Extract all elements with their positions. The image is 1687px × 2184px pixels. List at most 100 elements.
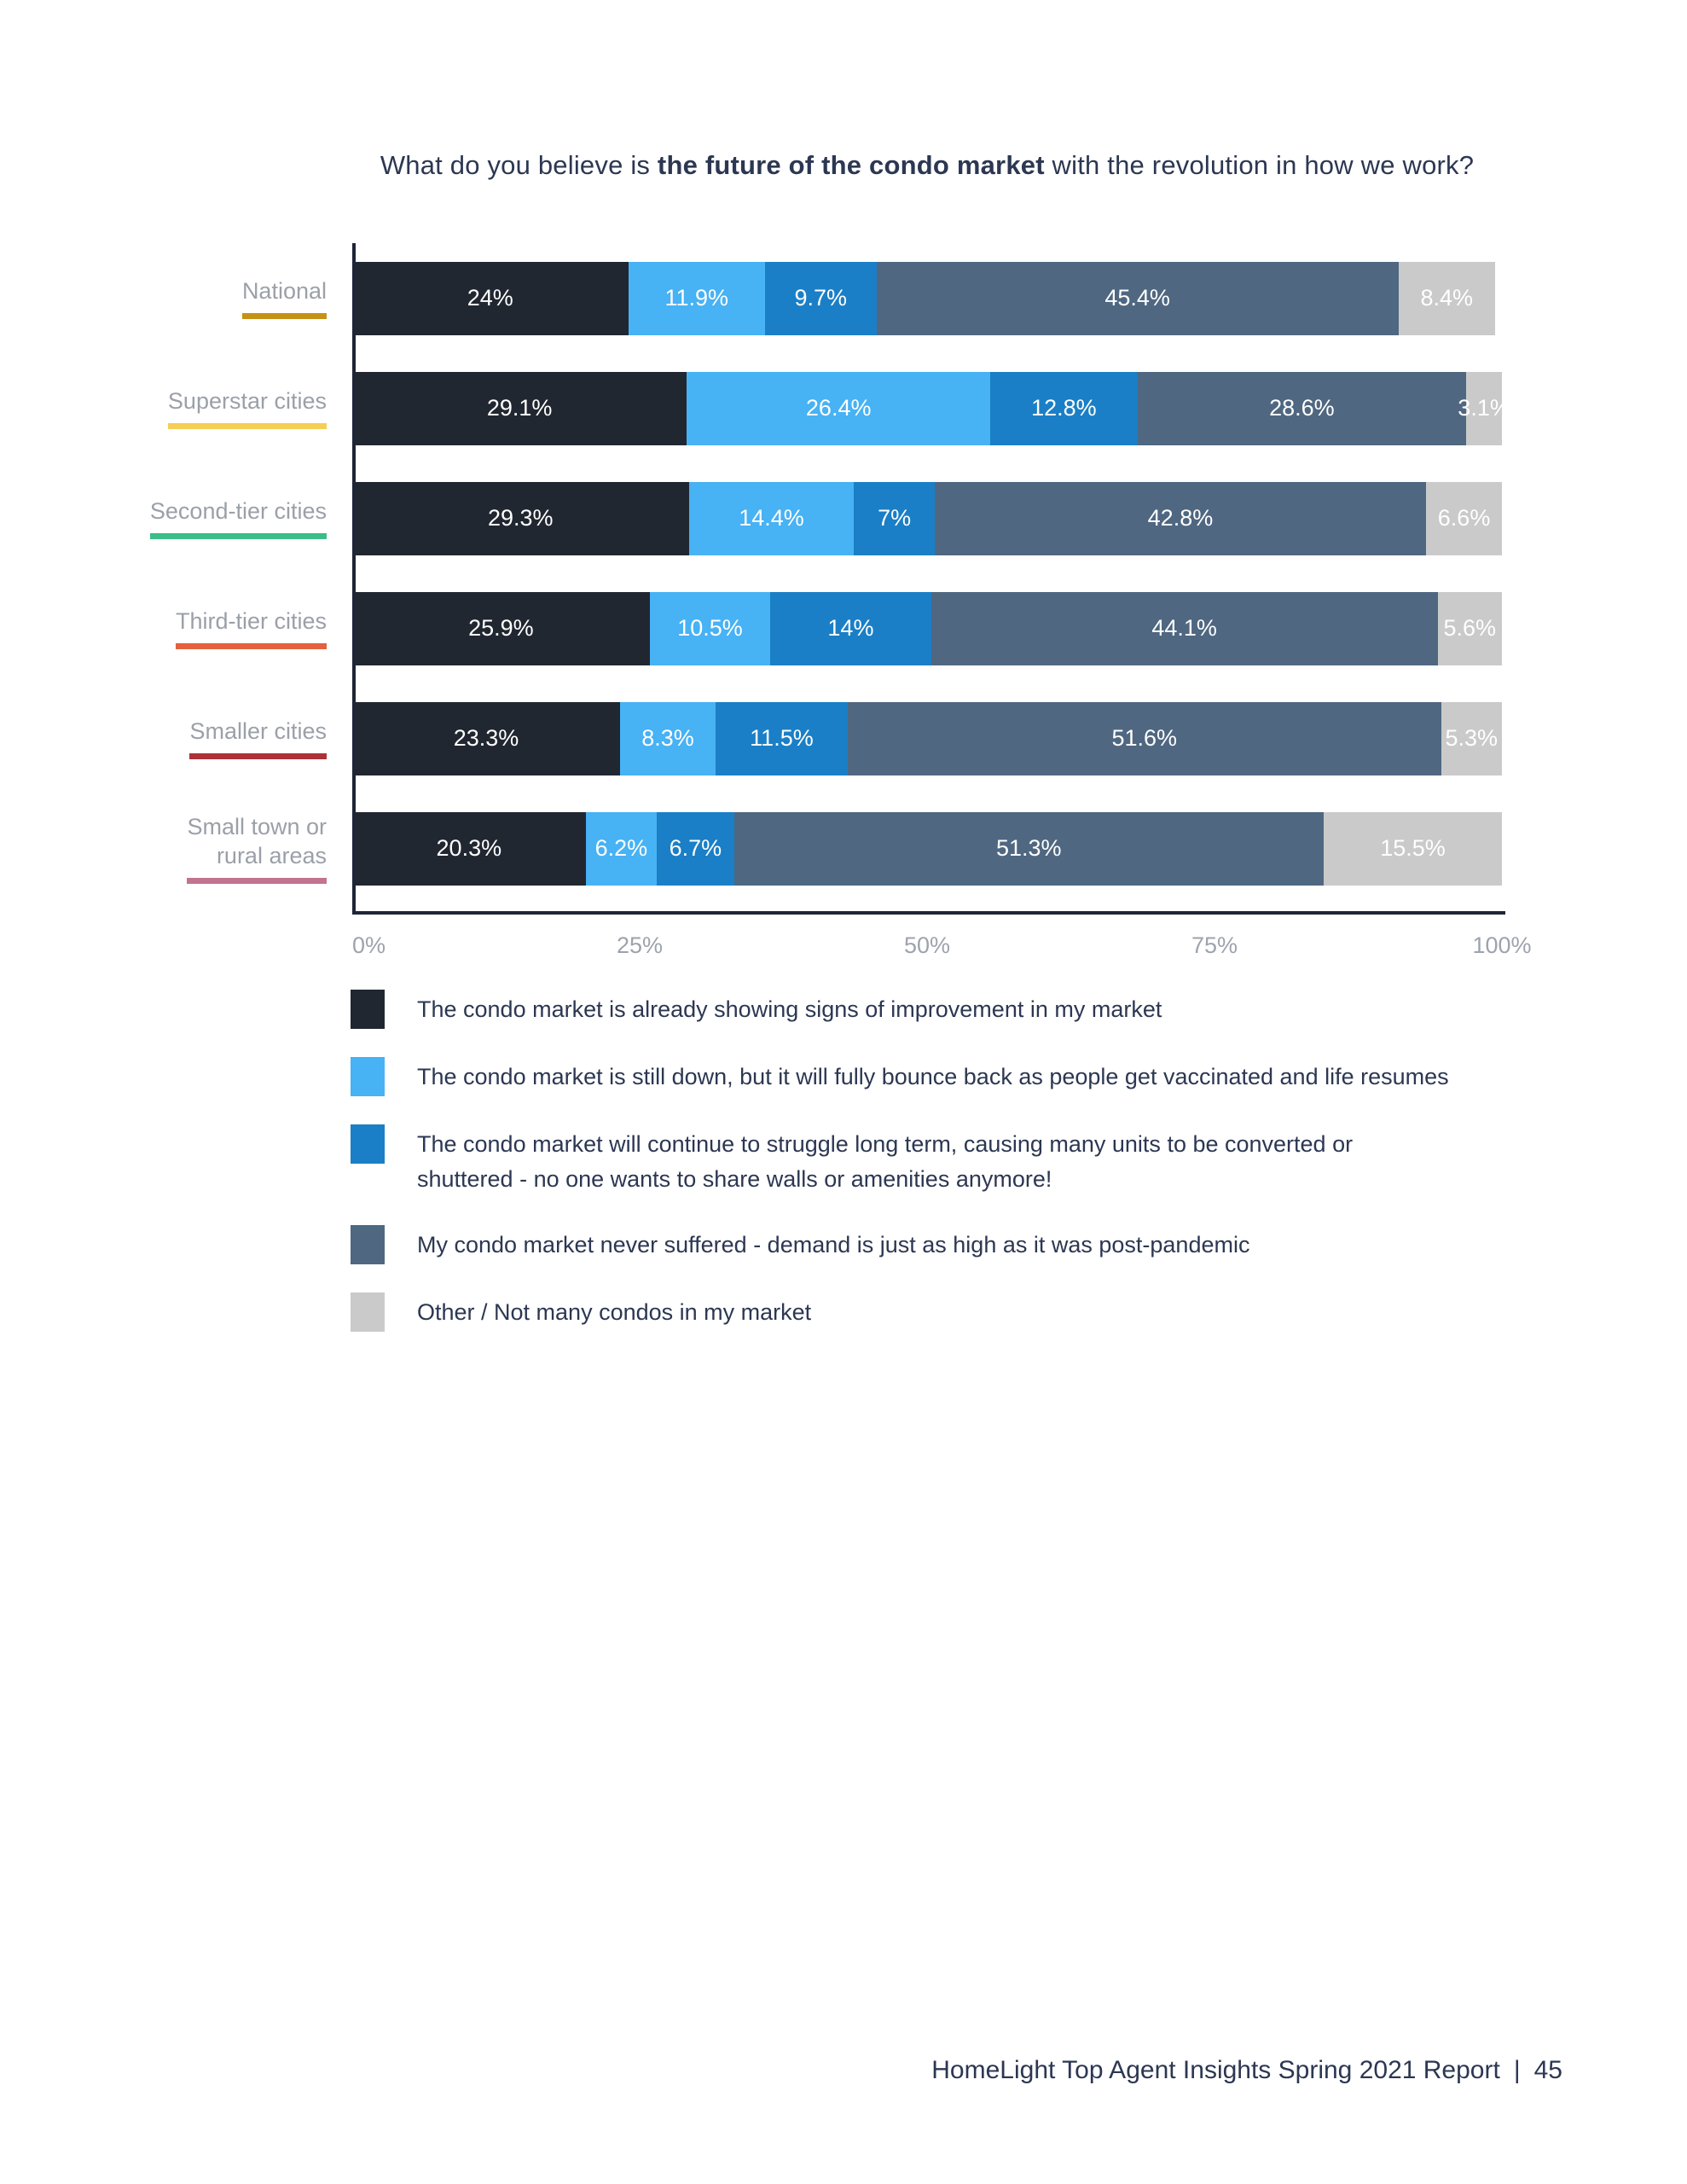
bar-segment: 6.6% xyxy=(1426,481,1502,555)
bar-segment-value: 45.4% xyxy=(1104,285,1170,311)
bar-segment-value: 26.4% xyxy=(805,395,872,421)
legend-label: The condo market is already showing sign… xyxy=(417,996,1162,1022)
bar-segment: 24% xyxy=(352,261,629,335)
bar-segment: 29.1% xyxy=(352,371,687,445)
chart-row: Second-tier cities 29.3% 14.4% 7% 42.8% 6.6% xyxy=(128,463,1559,573)
footer-report-title: HomeLight Top Agent Insights Spring 2021… xyxy=(931,2056,1500,2084)
legend-item: The condo market will continue to strugg… xyxy=(351,1124,1449,1197)
bar-segment-value: 42.8% xyxy=(1147,505,1214,531)
chart-rows: National 24% 11.9% 9.7% 45.4% 8.4% Superstar c… xyxy=(128,243,1559,903)
bar-segment-value: 15.5% xyxy=(1380,835,1446,861)
bar-segment-value: 24% xyxy=(467,285,513,311)
bar-segment-value: 6.6% xyxy=(1437,505,1491,531)
bar-segment-value: 51.6% xyxy=(1111,725,1178,751)
chart-row: Smaller cities 23.3% 8.3% 11.5% 51.6% 5.3% xyxy=(128,683,1559,793)
bar-segment-value: 6.7% xyxy=(669,835,722,861)
bar-segment: 26.4% xyxy=(687,371,991,445)
bar-segment: 10.5% xyxy=(649,591,771,665)
bar-track: 23.3% 8.3% 11.5% 51.6% 5.3% xyxy=(352,701,1502,775)
bar-segment-value: 7% xyxy=(878,505,912,531)
bar-segment: 8.3% xyxy=(620,701,716,775)
bar-segment: 25.9% xyxy=(352,591,650,665)
category-label-cell: Third-tier cities xyxy=(128,607,327,650)
bar-segment-value: 14% xyxy=(827,615,874,641)
x-tick-label: 25% xyxy=(616,932,664,958)
category-label: Second-tier cities xyxy=(149,497,327,540)
chart-row: Third-tier cities 25.9% 10.5% 14% 44.1% 5.6% xyxy=(128,573,1559,683)
category-label: Superstar cities xyxy=(167,387,327,430)
legend-item: Other / Not many condos in my market xyxy=(351,1292,1449,1332)
category-label-cell: Superstar cities xyxy=(128,387,327,430)
x-tick-label: 75% xyxy=(1191,932,1238,958)
legend-label: Other / Not many condos in my market xyxy=(417,1299,812,1325)
bar-segment-value: 29.3% xyxy=(488,505,554,531)
legend-item: The condo market is already showing sign… xyxy=(351,990,1449,1029)
bar-segment: 44.1% xyxy=(930,591,1438,665)
x-axis-line xyxy=(352,911,1505,915)
bar-segment: 51.6% xyxy=(847,701,1441,775)
bar-segment: 9.7% xyxy=(764,261,877,335)
legend-item: My condo market never suffered - demand … xyxy=(351,1225,1449,1264)
bar-segment-value: 10.5% xyxy=(677,615,743,641)
bar-segment: 51.3% xyxy=(733,811,1325,886)
category-label-cell: Smaller cities xyxy=(128,717,327,760)
bar-segment-value: 29.1% xyxy=(486,395,553,421)
chart-title: What do you believe is the future of the… xyxy=(352,150,1502,181)
category-label-cell: National xyxy=(128,277,327,320)
chart-legend: The condo market is already showing sign… xyxy=(351,990,1449,1360)
bar-segment-value: 8.3% xyxy=(641,725,694,751)
category-label: Third-tier cities xyxy=(175,607,327,650)
legend-swatch xyxy=(351,1057,385,1096)
bar-track: 24% 11.9% 9.7% 45.4% 8.4% xyxy=(352,261,1502,335)
bar-segment-value: 51.3% xyxy=(995,835,1062,861)
bar-segment-value: 11.5% xyxy=(750,725,814,751)
category-label: Smaller cities xyxy=(189,717,327,760)
bar-segment: 14% xyxy=(770,591,931,665)
chart-title-suffix: with the revolution in how we work? xyxy=(1044,150,1475,180)
bar-segment: 6.2% xyxy=(585,811,658,886)
legend-swatch xyxy=(351,990,385,1029)
legend-item: The condo market is still down, but it w… xyxy=(351,1057,1449,1096)
chart-title-bold: the future of the condo market xyxy=(657,150,1045,180)
bar-segment-value: 3.1% xyxy=(1458,395,1510,421)
bar-segment: 7% xyxy=(854,481,935,555)
bar-segment-value: 25.9% xyxy=(468,615,534,641)
category-label-cell: Second-tier cities xyxy=(128,497,327,540)
bar-segment-value: 44.1% xyxy=(1151,615,1217,641)
legend-swatch xyxy=(351,1292,385,1332)
chart-row: Small town or rural areas 20.3% 6.2% 6.7% 51… xyxy=(128,793,1559,903)
y-axis-line xyxy=(352,243,356,915)
bar-segment: 15.5% xyxy=(1324,811,1502,886)
bar-segment: 8.4% xyxy=(1398,261,1495,335)
bar-segment: 14.4% xyxy=(688,481,855,555)
bar-segment-value: 11.9% xyxy=(664,285,728,311)
bar-segment: 11.5% xyxy=(715,701,848,775)
bar-segment: 28.6% xyxy=(1137,371,1467,445)
footer-page-number: 45 xyxy=(1533,2056,1562,2084)
bar-segment: 3.1% xyxy=(1458,371,1510,445)
legend-swatch xyxy=(351,1124,385,1164)
chart-row: Superstar cities 29.1% 26.4% 12.8% 28.6% 3.1% xyxy=(128,353,1559,463)
x-axis-ticks: 0% 25% 50% 75% 100% xyxy=(352,932,1532,967)
bar-track: 29.3% 14.4% 7% 42.8% 6.6% xyxy=(352,481,1502,555)
category-label: Small town or rural areas xyxy=(187,813,327,885)
bar-segment: 5.6% xyxy=(1437,591,1502,665)
bar-segment: 23.3% xyxy=(352,701,621,775)
category-label: National xyxy=(241,277,327,320)
bar-segment: 5.3% xyxy=(1441,701,1502,775)
bar-segment-value: 5.3% xyxy=(1445,725,1499,751)
x-tick-label: 50% xyxy=(903,932,951,958)
x-tick-label: 0% xyxy=(352,932,386,958)
bar-segment-value: 5.6% xyxy=(1443,615,1497,641)
bar-segment: 45.4% xyxy=(876,261,1399,335)
bar-segment: 12.8% xyxy=(990,371,1138,445)
bar-segment-value: 8.4% xyxy=(1420,285,1474,311)
bar-segment: 29.3% xyxy=(352,481,689,555)
legend-label: The condo market is still down, but it w… xyxy=(417,1064,1449,1089)
chart-row: National 24% 11.9% 9.7% 45.4% 8.4% xyxy=(128,243,1559,353)
bar-segment-value: 20.3% xyxy=(436,835,502,861)
bar-segment: 11.9% xyxy=(628,261,765,335)
bar-segment: 20.3% xyxy=(352,811,586,886)
bar-segment-value: 12.8% xyxy=(1031,395,1097,421)
chart-title-prefix: What do you believe is xyxy=(380,150,658,180)
